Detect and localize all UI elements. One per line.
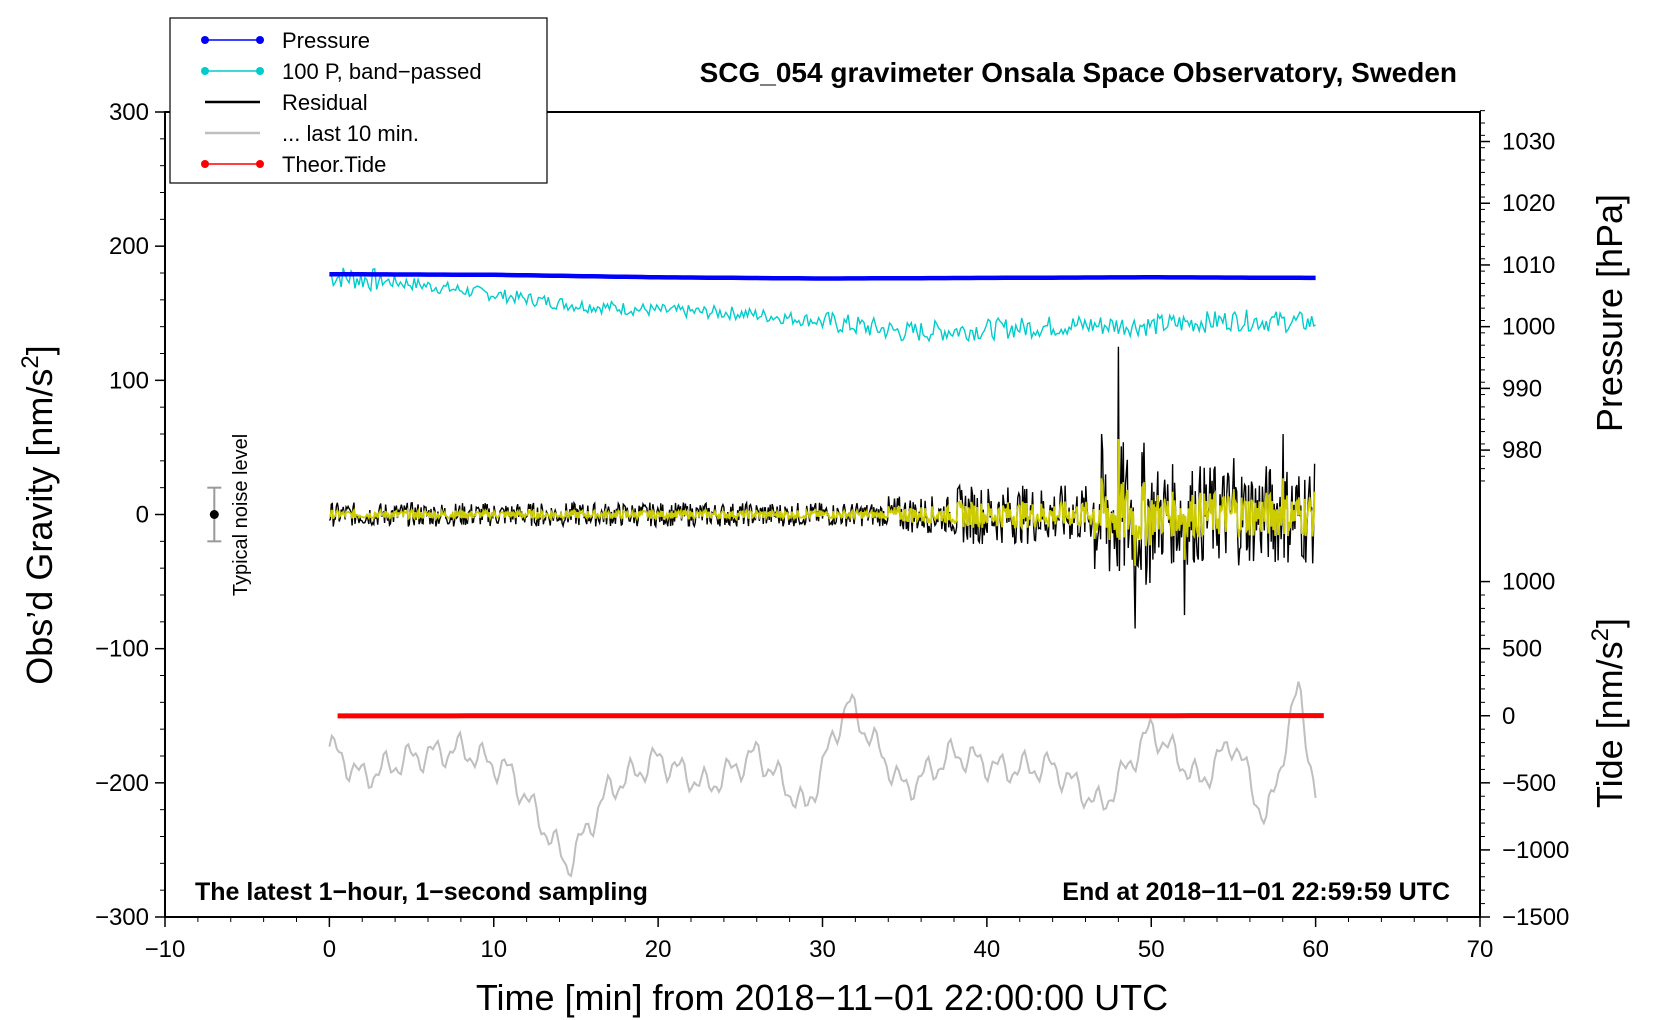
- tide-tick-label: 500: [1502, 636, 1542, 663]
- y-tick-label: 200: [109, 233, 149, 260]
- y-tick-label: −100: [95, 636, 149, 663]
- series-last-10-min: [328, 681, 1317, 878]
- x-axis-label: Time [min] from 2018−11−01 22:00:00 UTC: [476, 977, 1168, 1018]
- legend-label: Residual: [282, 90, 368, 115]
- pressure-tick-label: 1030: [1502, 129, 1555, 156]
- noise-bar-dot: [209, 510, 219, 519]
- y-tick-label: −300: [95, 904, 149, 931]
- legend-box: [169, 17, 548, 184]
- x-tick-label: 20: [645, 936, 672, 963]
- x-tick-label: 0: [323, 936, 336, 963]
- legend-label: Pressure: [282, 28, 370, 53]
- legend-dot: [201, 160, 209, 168]
- pressure-tick-label: 980: [1502, 437, 1542, 464]
- series-pressure: [329, 271, 1316, 281]
- pressure-tick-label: 1000: [1502, 314, 1555, 341]
- x-tick-label: 40: [974, 936, 1001, 963]
- pressure-tick-label: 990: [1502, 375, 1542, 402]
- tide-axis-label: Tide [nm/s2]: [1587, 618, 1630, 808]
- x-tick-label: 10: [480, 936, 507, 963]
- pressure-tick-label: 1020: [1502, 190, 1555, 217]
- pressure-axis-label: Pressure [hPa]: [1589, 194, 1630, 432]
- x-axis-ticks: −10 0 10 20 30 40 50 60 70: [145, 917, 1494, 963]
- y-axis-ticks: −300 −200 −100 0 100 200 300: [95, 99, 165, 931]
- legend-dot: [256, 67, 264, 75]
- noise-level-indicator: [207, 486, 222, 543]
- annotation-sampling: The latest 1−hour, 1−second sampling: [195, 878, 648, 906]
- legend-dot: [256, 160, 264, 168]
- tide-tick-label: −500: [1502, 770, 1556, 797]
- series-layer: [328, 267, 1324, 878]
- tide-tick-label: 0: [1502, 703, 1515, 730]
- x-tick-label: 30: [809, 936, 836, 963]
- x-tick-label: 70: [1467, 936, 1494, 963]
- tide-axis-ticks: −1500 −1000 −500 0 500 1000: [1480, 569, 1569, 931]
- series-pressure-bandpassed: [328, 267, 1316, 343]
- pressure-axis-ticks: 980 990 1000 1010 1020 1030: [1480, 110, 1555, 482]
- x-tick-label: −10: [145, 936, 186, 963]
- y-tick-label: −200: [95, 770, 149, 797]
- legend-label: Theor.Tide: [282, 152, 386, 177]
- tide-tick-label: 1000: [1502, 569, 1555, 596]
- annotation-end-time: End at 2018−11−01 22:59:59 UTC: [1062, 878, 1450, 906]
- chart-title: SCG_054 gravimeter Onsala Space Observat…: [700, 57, 1457, 88]
- legend-label: 100 P, band−passed: [282, 59, 482, 84]
- y-tick-label: 0: [136, 502, 149, 529]
- legend-dot: [201, 67, 209, 75]
- y-axis-label: Obs’d Gravity [nm/s2]: [17, 345, 60, 684]
- series-residual-filtered: [328, 438, 1316, 566]
- legend: Pressure 100 P, band−passed Residual ... la…: [169, 17, 548, 184]
- y-tick-label: 100: [109, 367, 149, 394]
- legend-dot: [256, 36, 264, 44]
- legend-dot: [201, 36, 209, 44]
- pressure-tick-label: 1010: [1502, 252, 1555, 279]
- x-tick-label: 60: [1302, 936, 1329, 963]
- y-tick-label: 300: [109, 99, 149, 126]
- x-tick-label: 50: [1138, 936, 1165, 963]
- series-residual: [328, 346, 1316, 629]
- tide-tick-label: −1500: [1502, 904, 1569, 931]
- noise-level-label: Typical noise level: [230, 434, 252, 596]
- legend-label: ... last 10 min.: [282, 121, 419, 146]
- tide-tick-label: −1000: [1502, 837, 1569, 864]
